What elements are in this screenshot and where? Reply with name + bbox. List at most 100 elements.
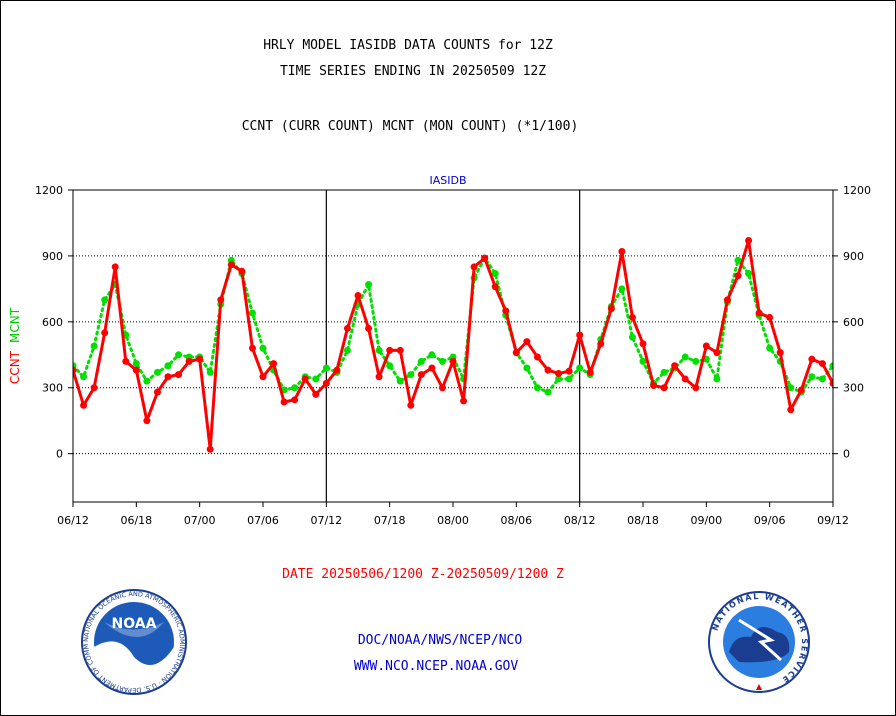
point-ccnt bbox=[259, 373, 267, 381]
point-ccnt bbox=[396, 346, 404, 354]
point-ccnt bbox=[111, 263, 119, 271]
svg-text:CCNTMCNT: CCNT MCNT bbox=[8, 307, 22, 384]
point-mcnt bbox=[175, 351, 183, 359]
ytick-label: 0 bbox=[843, 448, 850, 461]
point-ccnt bbox=[692, 384, 700, 392]
point-ccnt bbox=[576, 331, 584, 339]
point-ccnt bbox=[343, 324, 351, 332]
chart-heading-line1: HRLY MODEL IASIDB DATA COUNTS for 12Z bbox=[263, 38, 553, 53]
date-range-label: DATE 20250506/1200 Z-20250509/1200 Z bbox=[282, 567, 564, 582]
point-mcnt bbox=[90, 342, 98, 350]
xtick-label: 08/00 bbox=[437, 514, 469, 527]
point-ccnt bbox=[808, 355, 816, 363]
point-mcnt bbox=[101, 296, 109, 304]
point-mcnt bbox=[365, 280, 373, 288]
point-ccnt bbox=[639, 340, 647, 348]
point-mcnt bbox=[143, 377, 151, 385]
point-mcnt bbox=[787, 384, 795, 392]
chart-title: IASIDB bbox=[429, 174, 466, 187]
point-ccnt bbox=[185, 357, 193, 365]
ytick-label: 1200 bbox=[35, 184, 63, 197]
point-mcnt bbox=[206, 368, 214, 376]
point-ccnt bbox=[650, 382, 658, 390]
point-ccnt bbox=[365, 324, 373, 332]
point-mcnt bbox=[829, 362, 833, 370]
point-ccnt bbox=[196, 355, 204, 363]
point-mcnt bbox=[523, 364, 531, 372]
point-ccnt bbox=[512, 349, 520, 357]
grid bbox=[73, 190, 833, 502]
point-ccnt bbox=[291, 396, 299, 404]
point-ccnt bbox=[702, 342, 710, 350]
point-mcnt bbox=[491, 269, 499, 277]
xtick-label: 07/00 bbox=[184, 514, 216, 527]
point-ccnt bbox=[460, 397, 468, 405]
point-ccnt bbox=[586, 368, 594, 376]
point-mcnt bbox=[386, 362, 394, 370]
point-ccnt bbox=[217, 296, 225, 304]
point-ccnt bbox=[745, 237, 753, 245]
xtick-label: 07/12 bbox=[310, 514, 342, 527]
y-label-mcnt: MCNT bbox=[8, 307, 22, 343]
point-mcnt bbox=[533, 384, 541, 392]
point-ccnt bbox=[438, 384, 446, 392]
point-mcnt bbox=[132, 360, 140, 368]
point-ccnt bbox=[787, 406, 795, 414]
point-mcnt bbox=[428, 351, 436, 359]
point-ccnt bbox=[681, 375, 689, 383]
y-axis-left: 0 300 600 900 1200 bbox=[35, 184, 73, 461]
ytick-label: 600 bbox=[42, 316, 63, 329]
y-label-ccnt: CCNT bbox=[8, 350, 22, 384]
point-ccnt bbox=[766, 313, 774, 321]
point-mcnt bbox=[618, 285, 626, 293]
ytick-label: 0 bbox=[56, 448, 63, 461]
point-ccnt bbox=[797, 386, 805, 394]
x-axis: 06/12 06/18 07/00 07/06 07/12 07/18 08/00 08/06… bbox=[57, 502, 849, 527]
point-ccnt bbox=[301, 375, 309, 383]
ytick-label: 900 bbox=[42, 250, 63, 263]
website-link[interactable]: WWW.NCO.NCEP.NOAA.GOV bbox=[353, 659, 519, 674]
point-ccnt bbox=[829, 379, 833, 387]
point-mcnt bbox=[291, 384, 299, 392]
point-ccnt bbox=[164, 373, 172, 381]
point-mcnt bbox=[660, 368, 668, 376]
xtick-label: 08/12 bbox=[564, 514, 596, 527]
y-axis-label: CCNT MCNT bbox=[8, 307, 22, 384]
chart-heading-line2: TIME SERIES ENDING IN 20250509 12Z bbox=[279, 64, 547, 79]
point-ccnt bbox=[248, 344, 256, 352]
point-ccnt bbox=[533, 353, 541, 361]
point-ccnt bbox=[544, 366, 552, 374]
chart-heading-line3: CCNT (CURR COUNT) MCNT (MON COUNT) (*1/1… bbox=[241, 119, 579, 134]
point-mcnt bbox=[565, 375, 573, 383]
point-mcnt bbox=[555, 375, 563, 383]
point-ccnt bbox=[386, 346, 394, 354]
point-mcnt bbox=[734, 256, 742, 264]
series-line-ccnt bbox=[73, 239, 833, 451]
point-mcnt bbox=[639, 357, 647, 365]
point-mcnt bbox=[438, 357, 446, 365]
ytick-label: 300 bbox=[42, 382, 63, 395]
point-mcnt bbox=[808, 373, 816, 381]
point-mcnt bbox=[766, 344, 774, 352]
noaa-logo-text: NOAA bbox=[112, 616, 157, 632]
point-ccnt bbox=[227, 261, 235, 269]
point-ccnt bbox=[333, 366, 341, 374]
point-ccnt bbox=[481, 254, 489, 262]
point-ccnt bbox=[428, 364, 436, 372]
point-mcnt bbox=[713, 375, 721, 383]
point-ccnt bbox=[660, 384, 668, 392]
point-ccnt bbox=[143, 417, 151, 425]
org-path-link[interactable]: DOC/NOAA/NWS/NCEP/NCO bbox=[357, 633, 523, 648]
point-ccnt bbox=[723, 296, 731, 304]
xtick-label: 09/06 bbox=[754, 514, 786, 527]
nws-logo: NATIONAL WEATHER SERVICE bbox=[708, 591, 810, 693]
point-ccnt bbox=[80, 401, 88, 409]
point-mcnt bbox=[818, 375, 826, 383]
point-ccnt bbox=[755, 309, 763, 317]
point-ccnt bbox=[502, 307, 510, 315]
series-layer bbox=[73, 237, 833, 453]
xtick-label: 06/18 bbox=[120, 514, 152, 527]
point-ccnt bbox=[90, 384, 98, 392]
point-ccnt bbox=[523, 338, 531, 346]
